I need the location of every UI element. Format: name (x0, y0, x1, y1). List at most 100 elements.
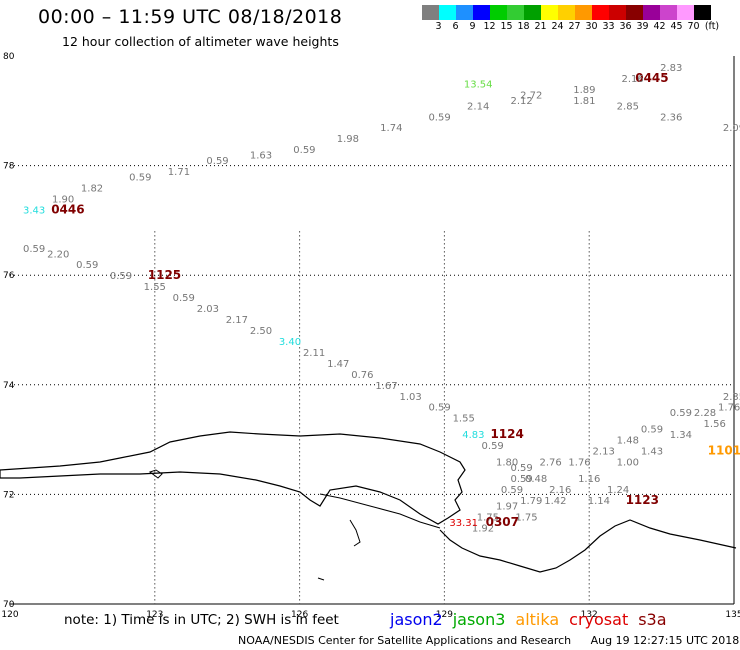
wave-height-point: 0.59 (76, 260, 98, 271)
legend-swatch (439, 5, 456, 20)
legend-swatch (524, 5, 541, 20)
wave-height-point: 2.72 (520, 90, 542, 101)
legend-swatch (507, 5, 524, 20)
wave-height-point: 2.16 (622, 74, 644, 85)
wave-height-point: 0.59 (428, 403, 450, 414)
legend-label: 42 (653, 21, 666, 32)
wave-height-point: 0.59 (510, 463, 532, 474)
legend-label: 24 (551, 21, 564, 32)
wave-height-point: 1.89 (573, 85, 595, 96)
wave-height-point: 2.16 (549, 485, 571, 496)
wave-height-point: 0.48 (525, 474, 547, 485)
legend-label: 15 (500, 21, 513, 32)
legend-label: 21 (534, 21, 547, 32)
wave-height-point: 2.20 (47, 249, 69, 260)
legend-label: 70 (687, 21, 700, 32)
legend-swatch (422, 5, 439, 20)
legend-label: 30 (585, 21, 598, 32)
x-tick-label: 120 (1, 610, 18, 620)
legend-swatch (558, 5, 575, 20)
legend-label: 18 (517, 21, 530, 32)
satellite-jason2: jason2 (390, 610, 443, 629)
x-tick-label: 129 (436, 610, 453, 620)
wave-height-point: 1.82 (81, 184, 103, 195)
x-tick-label: 135 (725, 610, 740, 620)
wave-height-point: 0.59 (501, 485, 523, 496)
wave-height-point: 1.75 (477, 512, 499, 523)
legend-label: 33 (602, 21, 615, 32)
wave-height-point: 1.63 (250, 151, 272, 162)
legend-swatch (694, 5, 711, 20)
wave-height-point: 1.43 (641, 447, 663, 458)
wave-height-point: 2.50 (250, 326, 272, 337)
pass-time-label: 0446 (51, 202, 84, 216)
wave-height-point: 1.55 (144, 282, 166, 293)
pass-time-label: 0307 (486, 515, 519, 529)
wave-height-point: 3.40 (279, 337, 301, 348)
wave-height-point: 0.59 (510, 474, 532, 485)
satellite-legend: jason2 jason3 altika cryosat s3a (390, 610, 677, 629)
footer-credit: NOAA/NESDIS Center for Satellite Applica… (238, 634, 740, 647)
wave-height-point: 0.59 (110, 271, 132, 282)
chart-subtitle: 12 hour collection of altimeter wave hei… (62, 34, 339, 49)
legend-label: (ft) (704, 21, 720, 32)
wave-height-point: 1.97 (496, 501, 518, 512)
pass-time-label: 1125 (148, 268, 181, 282)
wave-height-point: 0.59 (293, 145, 315, 156)
wave-height-point: 0.76 (351, 370, 373, 381)
y-tick-label: 80 (3, 52, 15, 62)
y-tick-label: 76 (3, 271, 15, 281)
wave-height-point: 1.67 (375, 381, 397, 392)
wave-height-point: 1.56 (704, 419, 726, 430)
wave-height-point: 0.59 (482, 441, 504, 452)
legend-swatch (456, 5, 473, 20)
wave-height-point: 4.83 (462, 430, 484, 441)
y-tick-label: 78 (3, 162, 15, 172)
y-tick-label: 70 (3, 600, 15, 610)
wave-height-point: 2.11 (303, 348, 325, 359)
wave-height-point: 1.16 (578, 474, 600, 485)
wave-height-point: 0.59 (129, 173, 151, 184)
wave-height-point: 1.47 (327, 359, 349, 370)
land-inlet (349, 519, 361, 547)
legend-swatch (609, 5, 626, 20)
wave-height-point: 1.71 (168, 167, 190, 178)
y-tick-label: 74 (3, 381, 15, 391)
pass-time-label: 1101 (708, 444, 740, 458)
wave-height-point: 1.90 (52, 194, 74, 205)
satellite-altika: altika (515, 610, 560, 629)
wave-height-point: 2.85 (617, 101, 639, 112)
wave-height-point: 1.81 (573, 96, 595, 107)
x-tick-label: 126 (291, 610, 308, 620)
legend-swatch (643, 5, 660, 20)
wave-height-point: 1.98 (337, 134, 359, 145)
wave-height-point: 1.34 (670, 430, 692, 441)
land-island (148, 469, 163, 479)
wave-height-point: 2.03 (197, 304, 219, 315)
wave-height-point: 0.59 (428, 112, 450, 123)
land-outline-mainland (0, 431, 466, 525)
legend-label: 45 (670, 21, 683, 32)
y-tick-label: 72 (3, 490, 14, 500)
chart-title: 00:00 – 11:59 UTC 08/18/2018 (38, 6, 343, 28)
wave-height-point: 33.31 (449, 518, 478, 529)
legend-label: 36 (619, 21, 632, 32)
wave-height-point: 1.80 (496, 458, 518, 469)
color-scale-legend (422, 5, 711, 20)
wave-height-point: 2.13 (593, 447, 615, 458)
wave-height-point: 1.79 (520, 496, 542, 507)
wave-height-point: 1.00 (617, 458, 639, 469)
wave-height-point: 1.92 (472, 523, 494, 534)
satellite-cryosat: cryosat (569, 610, 629, 629)
legend-swatch (541, 5, 558, 20)
wave-height-point: 2.35 (723, 392, 740, 403)
legend-swatch (592, 5, 609, 20)
legend-swatch (575, 5, 592, 20)
wave-height-point: 1.42 (544, 496, 566, 507)
wave-height-point: 2.17 (226, 315, 248, 326)
legend-label: 6 (452, 21, 459, 32)
legend-label: 27 (568, 21, 581, 32)
wave-height-point: 3.43 (23, 205, 45, 216)
wave-height-point: 1.76 (568, 458, 590, 469)
